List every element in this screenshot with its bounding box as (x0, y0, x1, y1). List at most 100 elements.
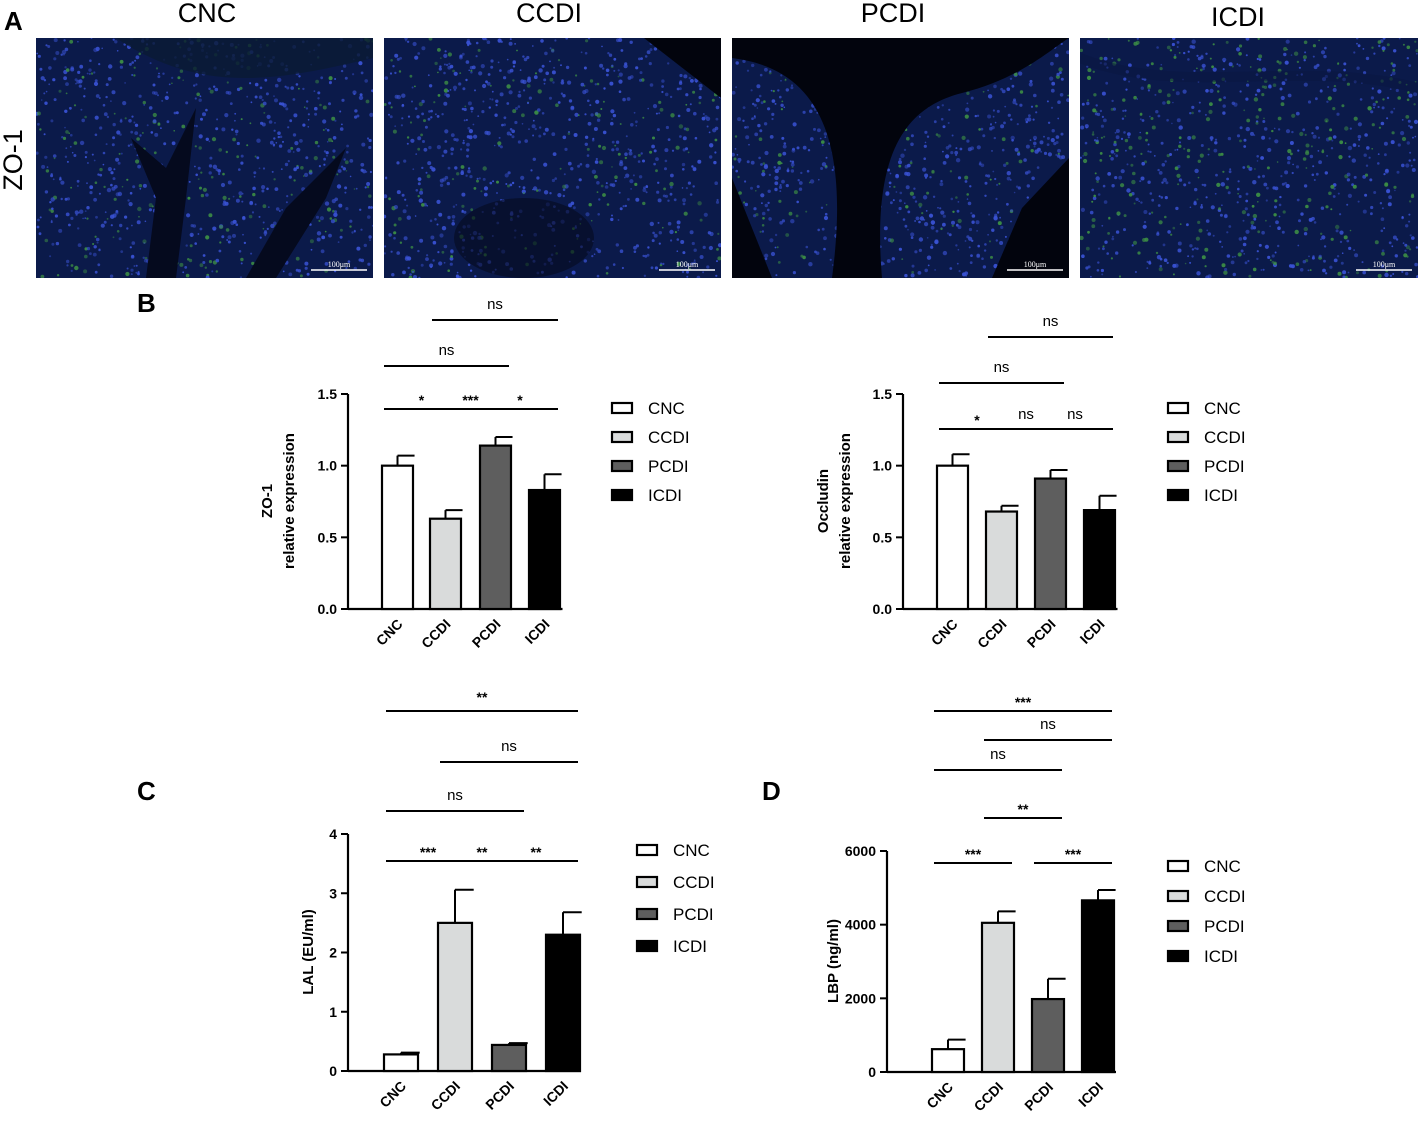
bar-pcdi (1030, 997, 1066, 1074)
x-tick-label-icdi: ICDI (522, 616, 553, 647)
bar-pcdi (1033, 477, 1068, 611)
micrograph-icdi: 100μm (1080, 38, 1418, 278)
panel-letter-c: C (137, 776, 156, 806)
significance-label: ** (1018, 801, 1029, 817)
significance-label: ns (994, 359, 1010, 376)
significance-label: *** (1015, 694, 1032, 710)
legend-swatch-pcdi (1166, 459, 1190, 473)
legend-label-pcdi: PCDI (1204, 917, 1245, 936)
y-axis-label: Occludin relative expression (815, 433, 854, 569)
panel-letter-d: D (762, 776, 781, 806)
significance-label: * (517, 392, 523, 408)
legend-label-cnc: CNC (673, 841, 710, 860)
x-tick-label-pcdi: PCDI (469, 616, 504, 651)
legend-swatch-icdi (1166, 488, 1190, 502)
significance-label: * (419, 392, 425, 408)
image-title-icdi: ICDI (1211, 2, 1265, 32)
chart-occludin: 0.0 0.5 1.0 1.5 Occludin relative expression C… (815, 313, 1246, 651)
x-tick-label-icdi: ICDI (1075, 1079, 1106, 1110)
y-tick-label: 2000 (845, 990, 876, 1006)
row-label-zo1: ZO-1 (0, 129, 28, 191)
bar-ccdi (984, 510, 1019, 611)
significance-label: ** (531, 844, 542, 860)
image-title-cnc: CNC (178, 0, 237, 28)
significance-label: ns (1067, 406, 1083, 423)
x-tick-label-icdi: ICDI (1077, 616, 1108, 647)
y-tick-label: 1.5 (873, 386, 893, 402)
y-tick-label: 4 (329, 826, 337, 842)
significance-label: ** (477, 689, 488, 705)
y-tick-label: 2 (329, 945, 337, 961)
significance-label: ns (501, 738, 517, 755)
significance-label: *** (420, 844, 437, 860)
legend-label-pcdi: PCDI (1204, 457, 1245, 476)
bar-icdi (1080, 899, 1116, 1074)
y-tick-label: 0.0 (318, 601, 338, 617)
scale-bar-label: 100μm (676, 260, 699, 269)
x-tick-label-icdi: ICDI (540, 1078, 571, 1109)
significance-label: *** (965, 846, 982, 862)
x-tick-label-cnc: CNC (923, 1079, 956, 1112)
legend-swatch-pcdi (610, 459, 634, 473)
significance-label: ** (477, 844, 488, 860)
y-axis-label: LAL (EU/ml) (300, 909, 317, 995)
legend-swatch-cnc (610, 401, 634, 415)
legend-swatch-pcdi (1166, 919, 1190, 933)
x-tick-label-pcdi: PCDI (1021, 1079, 1056, 1114)
bar-cnc (382, 1053, 420, 1073)
legend-label-cnc: CNC (648, 399, 685, 418)
y-tick-label: 4000 (845, 917, 876, 933)
legend-label-ccdi: CCDI (648, 428, 690, 447)
legend-swatch-ccdi (610, 430, 634, 444)
y-axis-label: LBP (ng/ml) (825, 919, 842, 1003)
legend-swatch-cnc (1166, 859, 1190, 873)
micrograph-ccdi: 100μm (384, 38, 721, 278)
legend-label-icdi: ICDI (1204, 486, 1238, 505)
significance-label: ns (990, 746, 1006, 763)
bar-cnc (380, 464, 415, 611)
x-tick-label-cnc: CNC (373, 616, 406, 649)
legend-swatch-icdi (635, 939, 659, 953)
bar-ccdi (980, 921, 1016, 1074)
significance-label: * (974, 412, 980, 428)
x-tick-label-cnc: CNC (928, 616, 961, 649)
scale-bar-label: 100μm (328, 260, 351, 269)
y-tick-label: 0.0 (873, 601, 893, 617)
bar-icdi (544, 933, 582, 1073)
bar-cnc (930, 1048, 966, 1074)
bar-icdi (527, 488, 562, 611)
x-tick-label-ccdi: CCDI (971, 1079, 1007, 1115)
x-tick-label-ccdi: CCDI (428, 1078, 464, 1114)
y-axis-label: ZO-1 relative expression (259, 433, 298, 569)
scale-bar-label: 100μm (1373, 260, 1396, 269)
significance-label: *** (1065, 846, 1082, 862)
legend-label-cnc: CNC (1204, 399, 1241, 418)
bar-icdi (1082, 509, 1117, 611)
significance-label: ns (1040, 716, 1056, 733)
micrograph-cnc: 100μm (36, 38, 373, 278)
legend-swatch-ccdi (1166, 889, 1190, 903)
bar-pcdi (490, 1043, 528, 1073)
legend-swatch-cnc (1166, 401, 1190, 415)
x-tick-label-cnc: CNC (376, 1078, 409, 1111)
y-tick-label: 1.5 (318, 386, 338, 402)
y-tick-label: 0 (868, 1064, 876, 1080)
scale-bar-label: 100μm (1024, 260, 1047, 269)
bar-ccdi (428, 517, 463, 611)
chart-lbp: 0 2000 4000 6000 LBP (ng/ml) CNC CCDI PCDI ICDI *… (825, 694, 1246, 1114)
legend-label-ccdi: CCDI (1204, 428, 1246, 447)
legend-swatch-ccdi (1166, 430, 1190, 444)
bar-pcdi (478, 444, 513, 611)
y-tick-label: 1.0 (873, 458, 893, 474)
x-tick-label-pcdi: PCDI (1024, 616, 1059, 651)
bar-ccdi (436, 921, 474, 1073)
legend-label-icdi: ICDI (673, 937, 707, 956)
significance-label: *** (462, 392, 479, 408)
y-tick-label: 1.0 (318, 458, 338, 474)
significance-label: ns (439, 342, 455, 359)
significance-label: ns (487, 296, 503, 313)
legend-swatch-pcdi (635, 907, 659, 921)
significance-label: ns (1018, 406, 1034, 423)
